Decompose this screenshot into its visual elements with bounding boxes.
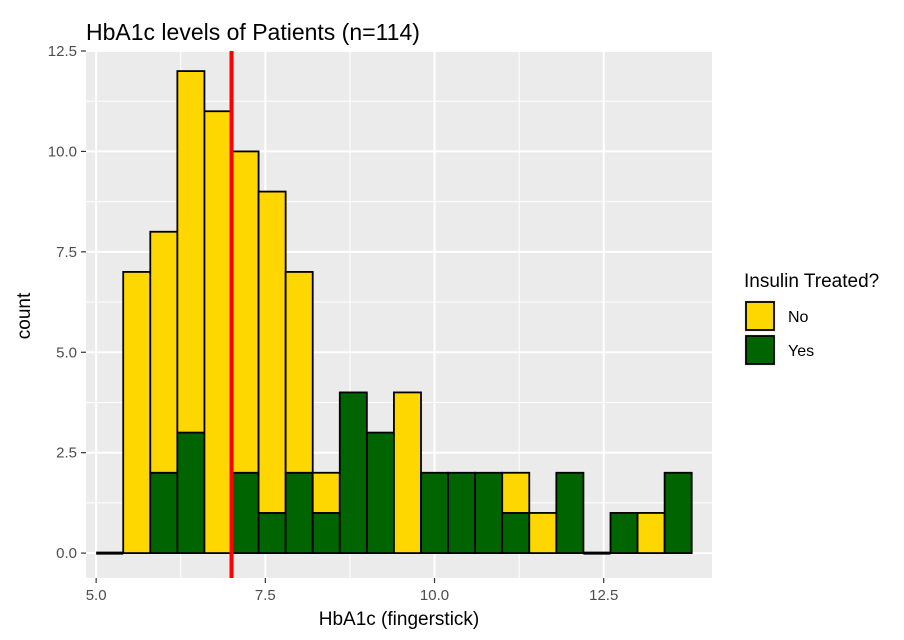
legend: Insulin Treated? No Yes xyxy=(744,271,879,366)
bar-no xyxy=(149,230,179,474)
bar-no xyxy=(203,110,233,554)
legend-swatch-yes xyxy=(745,335,775,365)
bar-no xyxy=(176,70,206,434)
legend-label-yes: Yes xyxy=(788,343,814,360)
y-axis: 0.0 2.5 5.0 7.5 10.0 12.5 xyxy=(48,43,86,562)
bar-no xyxy=(284,271,314,474)
bar-yes xyxy=(230,471,260,554)
bar-no xyxy=(122,271,152,554)
bar-yes xyxy=(338,391,368,554)
plot-panel xyxy=(86,50,712,578)
bar-yes xyxy=(555,471,585,554)
bar-yes xyxy=(663,471,693,554)
x-tick-label: 10.0 xyxy=(420,587,449,604)
x-axis: 5.0 7.5 10.0 12.5 xyxy=(86,578,618,604)
bar-yes xyxy=(474,471,504,554)
bar-no xyxy=(311,471,341,514)
bar-yes xyxy=(365,431,395,554)
bar-no xyxy=(636,512,666,554)
bar-yes xyxy=(420,471,449,554)
bar-no xyxy=(230,150,260,474)
x-tick-label: 12.5 xyxy=(589,587,618,604)
legend-title: Insulin Treated? xyxy=(744,271,879,292)
bar-no xyxy=(257,190,287,514)
legend-swatch-no xyxy=(745,301,775,331)
y-axis-title: count xyxy=(14,292,35,339)
bar-no xyxy=(393,391,422,554)
bar-no xyxy=(528,512,558,554)
y-tick-label: 0.0 xyxy=(56,545,77,562)
y-tick-label: 7.5 xyxy=(56,244,77,261)
bar-yes xyxy=(447,471,477,554)
bar-yes xyxy=(311,512,341,554)
bar-yes xyxy=(257,512,287,554)
y-tick-label: 10.0 xyxy=(48,143,77,160)
chart-title: HbA1c levels of Patients (n=114) xyxy=(86,19,420,45)
bar-no xyxy=(501,471,531,514)
bar-yes xyxy=(284,471,314,554)
y-tick-label: 2.5 xyxy=(56,445,77,462)
bar-yes xyxy=(501,512,531,554)
legend-label-no: No xyxy=(788,309,809,326)
bar-yes xyxy=(176,431,206,554)
y-tick-label: 12.5 xyxy=(48,43,77,60)
x-tick-label: 5.0 xyxy=(86,587,107,604)
bar-yes xyxy=(149,471,179,554)
bar-yes xyxy=(609,512,639,554)
y-tick-label: 5.0 xyxy=(56,344,77,361)
x-axis-title: HbA1c (fingerstick) xyxy=(319,609,480,630)
x-tick-label: 7.5 xyxy=(255,587,276,604)
